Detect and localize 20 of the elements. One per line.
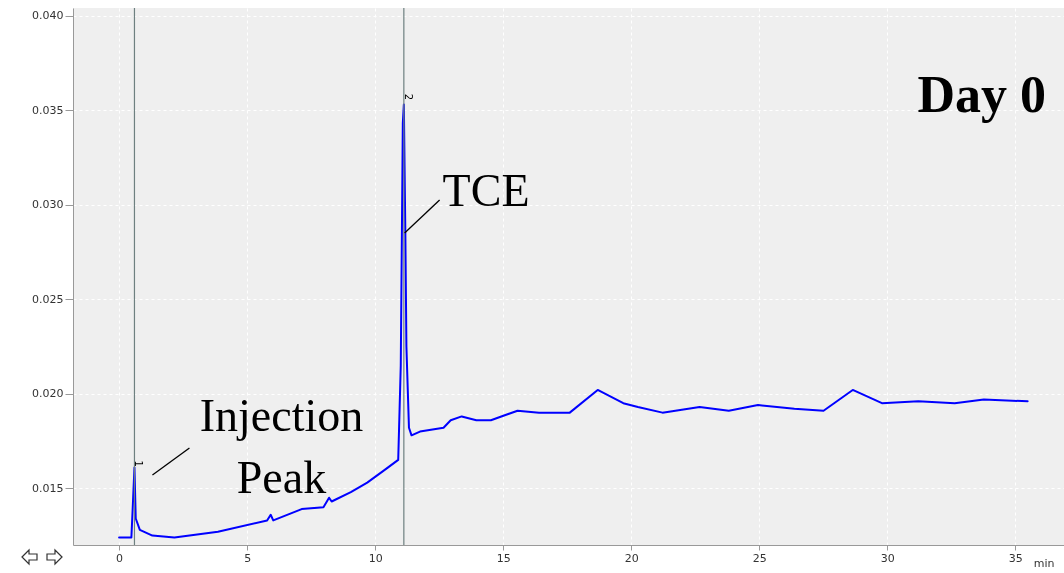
x-tick-label: 0 [116,551,124,565]
y-tick-label: 0.035 [32,103,64,117]
y-tick-label: 0.015 [32,481,64,495]
y-tick-label: 0.030 [32,198,64,212]
y-tick-label: 0.025 [32,292,64,306]
x-tick-label: 5 [244,551,252,565]
annotation: Injection Peak [199,390,364,504]
x-tick-label: 25 [752,551,767,565]
x-tick-label: 15 [496,551,511,565]
x-tick-label: 10 [368,551,383,565]
x-axis-title: min [1033,556,1055,570]
y-tick-label: 0.040 [32,9,64,23]
annotation: 2 [402,93,414,101]
x-tick-label: 20 [624,551,639,565]
x-tick-label: 30 [880,551,895,565]
y-tick-label: 0.020 [32,387,64,401]
annotation: 1 [133,460,145,467]
annotation: TCE [442,165,530,217]
annotation: Day 0 [917,66,1046,123]
x-tick-label: 35 [1008,551,1023,565]
